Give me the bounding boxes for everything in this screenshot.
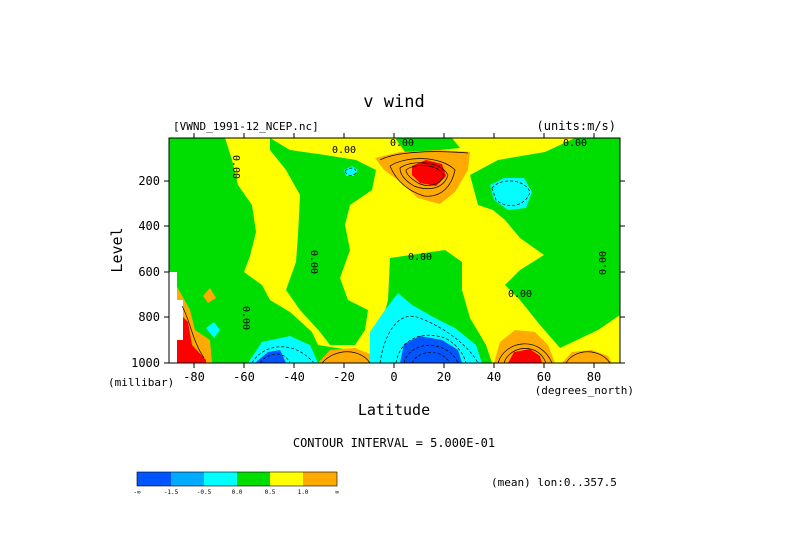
- green-region-tropopause: [395, 138, 460, 152]
- y-tick-labels: 200 400 600 800 1000: [131, 174, 160, 370]
- x-tick-label: -40: [283, 370, 305, 384]
- contour-label: 0.00: [230, 155, 241, 179]
- red-region-jet: [412, 160, 446, 186]
- contour-label: 0.00: [390, 138, 414, 149]
- blue-region-tropics: [400, 336, 462, 363]
- x-tick-label: 0: [390, 370, 397, 384]
- green-region-south: [169, 138, 368, 363]
- x-tick-label: -20: [333, 370, 355, 384]
- x-axis-unit: (degrees_north): [535, 384, 634, 397]
- x-tick-label: -60: [233, 370, 255, 384]
- red-region-south-surface: [176, 310, 206, 363]
- legend-swatch: [303, 472, 337, 486]
- contour-label: 0.00: [332, 145, 356, 156]
- chart-title: v wind: [363, 92, 424, 112]
- contour-label: 0.00: [563, 138, 587, 149]
- contour-label: 0.00: [598, 251, 609, 275]
- legend-swatch: [137, 472, 171, 486]
- legend-swatch: [270, 472, 303, 486]
- x-tick-label: 60: [537, 370, 551, 384]
- y-tick-label: 200: [138, 174, 160, 188]
- missing-data-strip: [169, 272, 177, 363]
- color-legend: -∞ -1.5 -0.5 0.0 0.5 1.0 ∞: [133, 471, 339, 496]
- contour-label: 0.00: [408, 252, 432, 263]
- contour-lines: [181, 151, 611, 363]
- x-tick-label: 40: [487, 370, 501, 384]
- y-tick-label: 400: [138, 219, 160, 233]
- x-tick-label: -80: [183, 370, 205, 384]
- y-axis-ticks: [164, 180, 625, 364]
- zero-contour-labels: 0.00 0.00 0.00 0.00 0.00 0.00 0.00 0.00 …: [230, 138, 609, 330]
- legend-label: 1.0: [298, 489, 309, 496]
- orange-region-mid-surface: [318, 348, 372, 363]
- mean-label: (mean) lon:0..357.5: [491, 476, 617, 489]
- cyan-spot-south: [206, 322, 220, 338]
- y-tick-label: 600: [138, 265, 160, 279]
- contour-label: 0.00: [240, 306, 251, 330]
- green-region-subtropic: [270, 138, 376, 345]
- plot-area: 0.00 0.00 0.00 0.00 0.00 0.00 0.00 0.00 …: [169, 138, 620, 363]
- legend-label: ∞: [335, 489, 339, 496]
- y-tick-label: 1000: [131, 356, 160, 370]
- orange-spot-south: [203, 288, 216, 303]
- legend-label: -∞: [133, 489, 141, 496]
- legend-label: 0.5: [265, 489, 276, 496]
- x-tick-labels: -80 -60 -40 -20 0 20 40 60 80: [183, 370, 601, 384]
- x-axis-ticks: [193, 133, 595, 368]
- orange-region-arctic-surface: [562, 350, 612, 363]
- x-tick-label: 20: [437, 370, 451, 384]
- contour-label: 0.00: [308, 250, 319, 274]
- cyan-region-tropics: [370, 293, 482, 363]
- red-region-north-surface: [508, 349, 542, 363]
- units-label: (units:m/s): [537, 119, 616, 133]
- legend-label: 0.0: [232, 489, 243, 496]
- x-tick-label: 80: [587, 370, 601, 384]
- cyan-spot-subtropic: [344, 166, 358, 176]
- missing-data-strip-lower: [177, 300, 183, 340]
- legend-swatch: [171, 472, 204, 486]
- y-axis-label: Level: [108, 227, 126, 272]
- legend-swatch: [204, 472, 237, 486]
- legend-swatch: [237, 472, 270, 486]
- x-axis-label: Latitude: [358, 401, 430, 419]
- dataset-label: [VWND_1991-12_NCEP.nc]: [173, 120, 319, 133]
- contour-label: 0.00: [508, 289, 532, 300]
- legend-label: -0.5: [197, 489, 212, 496]
- legend-frame: [136, 471, 338, 487]
- contour-interval-label: CONTOUR INTERVAL = 5.000E-01: [293, 436, 495, 450]
- dashed-contour-lines: [251, 167, 531, 363]
- y-axis-unit: (millibar): [108, 376, 174, 389]
- y-tick-label: 800: [138, 310, 160, 324]
- blue-region-south-surface: [255, 350, 286, 363]
- cyan-region-north-upper: [490, 178, 532, 210]
- legend-label: -1.5: [164, 489, 179, 496]
